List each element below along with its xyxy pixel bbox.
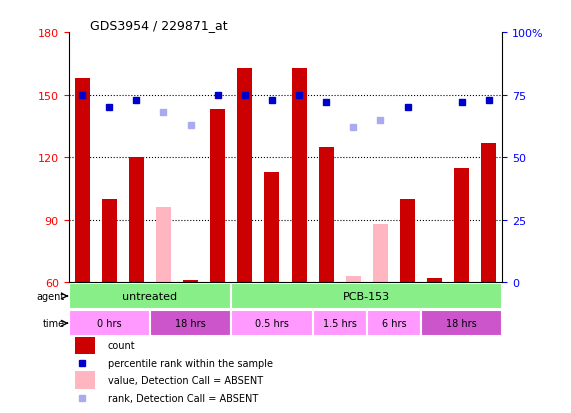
Text: GDS3954 / 229871_at: GDS3954 / 229871_at bbox=[90, 19, 228, 32]
Bar bbox=[427, 279, 442, 283]
Bar bbox=[238, 69, 252, 283]
Text: percentile rank within the sample: percentile rank within the sample bbox=[107, 358, 272, 368]
Bar bbox=[421, 311, 502, 337]
Bar bbox=[102, 199, 116, 283]
Bar bbox=[210, 110, 225, 283]
Bar bbox=[150, 311, 231, 337]
Text: rank, Detection Call = ABSENT: rank, Detection Call = ABSENT bbox=[107, 393, 258, 403]
Text: agent: agent bbox=[36, 291, 65, 301]
Text: time: time bbox=[42, 318, 65, 328]
Bar bbox=[156, 208, 171, 283]
Bar bbox=[373, 225, 388, 283]
Bar bbox=[75, 372, 95, 389]
Bar bbox=[75, 336, 95, 354]
Bar bbox=[292, 69, 307, 283]
Text: 6 hrs: 6 hrs bbox=[381, 318, 407, 328]
Text: value, Detection Call = ABSENT: value, Detection Call = ABSENT bbox=[107, 375, 263, 385]
Text: PCB-153: PCB-153 bbox=[343, 291, 391, 301]
Bar bbox=[481, 143, 496, 283]
Bar bbox=[319, 147, 333, 283]
Bar bbox=[69, 283, 231, 309]
Bar bbox=[231, 283, 502, 309]
Bar bbox=[69, 311, 150, 337]
Bar bbox=[400, 199, 415, 283]
Bar bbox=[75, 79, 90, 283]
Bar bbox=[183, 281, 198, 283]
Bar bbox=[129, 158, 144, 283]
Bar bbox=[231, 311, 313, 337]
Text: count: count bbox=[107, 340, 135, 350]
Bar bbox=[367, 311, 421, 337]
Text: 18 hrs: 18 hrs bbox=[447, 318, 477, 328]
Bar bbox=[455, 168, 469, 283]
Text: 1.5 hrs: 1.5 hrs bbox=[323, 318, 357, 328]
Text: 0 hrs: 0 hrs bbox=[97, 318, 122, 328]
Bar bbox=[313, 311, 367, 337]
Bar bbox=[264, 173, 279, 283]
Bar bbox=[346, 276, 361, 283]
Text: untreated: untreated bbox=[122, 291, 178, 301]
Text: 18 hrs: 18 hrs bbox=[175, 318, 206, 328]
Text: 0.5 hrs: 0.5 hrs bbox=[255, 318, 289, 328]
